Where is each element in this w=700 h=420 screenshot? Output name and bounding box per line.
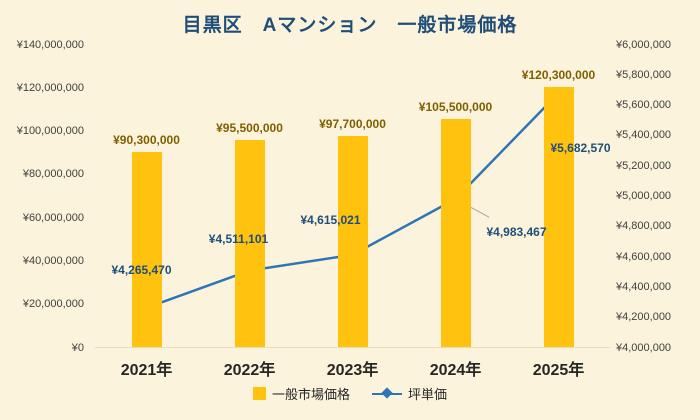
right-axis-tick: ¥5,200,000: [616, 159, 672, 172]
x-axis-label: 2024年: [429, 362, 482, 379]
line-value-label: ¥4,511,101: [208, 231, 269, 246]
bar-swatch-icon: [252, 387, 266, 400]
left-axis: ¥0 ¥20,000,000 ¥40,000,000 ¥60,000,000 ¥80,0…: [0, 39, 90, 354]
legend-label-tsubo-price: 坪単価: [408, 387, 448, 402]
line-swatch-icon: [372, 387, 402, 400]
right-axis-tick: ¥6,000,000: [616, 38, 672, 51]
legend: 一般市場価格 坪単価: [0, 384, 700, 403]
diamond-marker-icon: [381, 387, 393, 399]
line-value-label: ¥5,682,570: [550, 141, 611, 156]
line-value-label: ¥4,615,021: [300, 212, 361, 227]
legend-label-market-price: 一般市場価格: [271, 387, 350, 402]
left-axis-tick: ¥80,000,000: [22, 168, 84, 181]
bar-value-label: ¥120,300,000: [521, 67, 596, 82]
line-value-label: ¥4,983,467: [486, 225, 547, 239]
x-axis-label: 2021年: [120, 362, 173, 379]
left-axis-tick: ¥140,000,000: [16, 38, 84, 51]
right-axis-tick: ¥4,000,000: [616, 341, 672, 354]
left-axis-tick: ¥0: [71, 341, 84, 354]
right-axis-tick: ¥5,000,000: [616, 190, 672, 202]
bar-value-label: ¥95,500,000: [216, 121, 283, 136]
right-axis-tick: ¥4,200,000: [616, 311, 672, 324]
bar-2024年: [440, 118, 471, 347]
left-axis-tick: ¥60,000,000: [22, 211, 84, 224]
left-axis-tick: ¥100,000,000: [16, 125, 84, 138]
bar-2022年: [234, 140, 265, 347]
bar-2021年: [131, 151, 162, 347]
right-axis: ¥4,000,000 ¥4,200,000 ¥4,400,000 ¥4,600,000…: [614, 39, 700, 354]
bar-value-label: ¥90,300,000: [113, 132, 180, 147]
right-axis-tick: ¥5,600,000: [616, 99, 672, 112]
right-axis-tick: ¥5,400,000: [616, 129, 672, 142]
right-axis-tick: ¥4,800,000: [616, 220, 672, 233]
legend-item-market-price: 一般市場価格: [252, 384, 350, 403]
plot-area: ¥90,300,000 ¥95,500,000 ¥97,700,000 ¥105,50…: [95, 45, 611, 348]
right-axis-tick: ¥5,800,000: [616, 68, 672, 81]
bar-value-label: ¥97,700,000: [319, 116, 386, 131]
left-axis-tick: ¥40,000,000: [22, 254, 84, 267]
right-axis-tick: ¥4,400,000: [616, 280, 672, 293]
bar-2023年: [337, 135, 368, 347]
right-axis-tick: ¥4,600,000: [616, 250, 672, 263]
left-axis-tick: ¥20,000,000: [22, 298, 84, 311]
line-value-label: ¥4,265,470: [111, 262, 172, 277]
x-axis-label: 2022年: [223, 362, 276, 379]
x-axis-label: 2023年: [326, 362, 379, 379]
bar-value-label: ¥105,500,000: [418, 99, 493, 114]
x-axis: 2021年 2022年 2023年 2024年 2025年: [95, 356, 610, 379]
x-axis-label: 2025年: [532, 362, 585, 379]
chart-title: 目黒区 Aマンション 一般市場価格: [182, 15, 518, 36]
legend-item-tsubo-price: 坪単価: [372, 384, 447, 403]
bar-2025年: [543, 86, 574, 347]
left-axis-tick: ¥120,000,000: [16, 81, 84, 94]
